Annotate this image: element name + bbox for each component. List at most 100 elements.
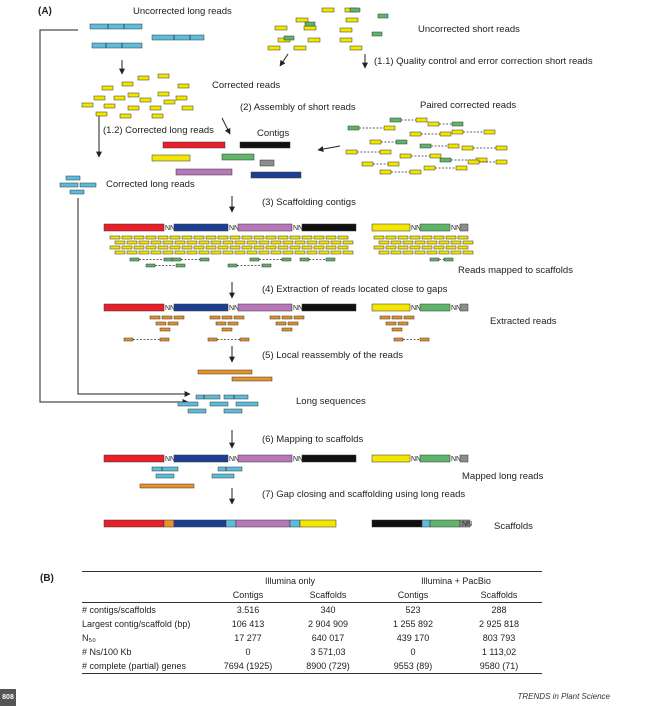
mapped-read bbox=[337, 235, 349, 240]
extracted-read bbox=[287, 321, 299, 326]
mapped-read bbox=[306, 250, 318, 255]
short-read bbox=[339, 27, 353, 33]
mapped-read bbox=[210, 240, 222, 245]
label-scaffolds: Scaffolds bbox=[494, 521, 533, 532]
short-read bbox=[349, 7, 361, 13]
extracted-read bbox=[149, 315, 161, 320]
corrected-reads-group bbox=[81, 73, 194, 119]
long-sequence bbox=[209, 401, 229, 407]
gap-nn-label: NN bbox=[293, 305, 303, 312]
long-read bbox=[151, 34, 205, 41]
corrected-read bbox=[119, 113, 132, 119]
short-read bbox=[339, 37, 353, 43]
paired-read bbox=[383, 125, 396, 131]
scaffold-segment bbox=[371, 303, 411, 312]
mapped-read bbox=[162, 240, 174, 245]
short-read bbox=[304, 21, 316, 27]
extracted-read bbox=[281, 315, 293, 320]
mapped-read bbox=[450, 250, 462, 255]
gap-nn-label: NN bbox=[229, 225, 239, 232]
mapped-read bbox=[289, 245, 301, 250]
mapped-read bbox=[114, 250, 126, 255]
col-header-contigs-2: Contigs bbox=[370, 588, 456, 603]
scaffold-segment bbox=[371, 454, 411, 463]
scaffold-segment bbox=[459, 519, 471, 528]
mapped-read bbox=[246, 250, 258, 255]
gap-nn-label: NN bbox=[411, 305, 421, 312]
mapped-read bbox=[186, 250, 198, 255]
gap-nn-label: NN bbox=[451, 225, 461, 232]
mapped-read bbox=[445, 235, 457, 240]
mapped-read bbox=[282, 250, 294, 255]
extracted-read bbox=[379, 315, 391, 320]
short-read bbox=[295, 17, 309, 23]
group-header-illumina-pacbio: Illumina + PacBio bbox=[370, 571, 542, 588]
step-1-1-label: (1.1) Quality control and error correcti… bbox=[374, 56, 593, 67]
mapped-read bbox=[313, 235, 325, 240]
mapped-read bbox=[253, 245, 265, 250]
mapped-read bbox=[301, 245, 313, 250]
scaffold-segment bbox=[459, 454, 469, 463]
extracted-read bbox=[123, 337, 134, 342]
mapped-read bbox=[205, 235, 217, 240]
mapped-read bbox=[126, 240, 138, 245]
panel-a-label: (A) bbox=[38, 6, 52, 17]
mapped-read bbox=[337, 245, 349, 250]
scaffold-segment bbox=[301, 303, 357, 312]
row-metric: N₅₀ bbox=[82, 633, 96, 643]
paired-read bbox=[439, 157, 452, 163]
mapped-read bbox=[421, 235, 433, 240]
gap-nn-label: NN bbox=[229, 305, 239, 312]
scaffold-segment bbox=[371, 519, 423, 528]
corrected-read bbox=[157, 91, 170, 97]
mapped-read bbox=[205, 245, 217, 250]
extracted-read bbox=[167, 321, 179, 326]
mapped-long-read bbox=[139, 483, 195, 489]
extracted-read bbox=[159, 327, 171, 332]
contigs-group bbox=[151, 141, 302, 179]
extracted-read bbox=[207, 337, 218, 342]
label-reads-mapped-to-scaffolds: Reads mapped to scaffolds bbox=[458, 265, 573, 276]
cell-value: 803 793 bbox=[482, 633, 516, 643]
scaffold-segment bbox=[173, 519, 227, 528]
mapped-read bbox=[390, 250, 402, 255]
corrected-long-read bbox=[69, 189, 85, 195]
mapped-read bbox=[222, 250, 234, 255]
mapped-read bbox=[402, 250, 414, 255]
contig bbox=[151, 154, 191, 162]
extracted-read bbox=[221, 327, 233, 332]
extracted-read bbox=[397, 321, 409, 326]
cell-value: 3 571,03 bbox=[310, 647, 346, 657]
cell-value: 288 bbox=[491, 605, 507, 615]
contig bbox=[259, 159, 275, 167]
corrected-long-read bbox=[65, 175, 81, 181]
cell-value: 340 bbox=[320, 605, 336, 615]
cell-value: 1 113,02 bbox=[481, 647, 517, 657]
arrow-paired-to-contigs bbox=[317, 145, 341, 152]
cell-value: 2 904 909 bbox=[307, 619, 349, 629]
mapped-read bbox=[145, 235, 157, 240]
mapped-read bbox=[462, 250, 474, 255]
scaffold-segment bbox=[235, 519, 291, 528]
mapped-read bbox=[301, 235, 313, 240]
uncorrected-long-reads-group bbox=[89, 23, 205, 49]
paired-read bbox=[387, 161, 400, 167]
gap-nn-label: NN bbox=[451, 305, 461, 312]
mapped-read bbox=[163, 257, 174, 262]
mapped-read bbox=[378, 240, 390, 245]
scaffold-segment bbox=[103, 454, 165, 463]
short-read bbox=[307, 37, 321, 43]
cell-value: 106 413 bbox=[231, 619, 265, 629]
cell-value: 3.516 bbox=[236, 605, 260, 615]
extracted-read bbox=[155, 321, 167, 326]
row-metric: # Ns/100 Kb bbox=[82, 647, 132, 657]
short-read bbox=[274, 25, 288, 31]
contig bbox=[162, 141, 226, 149]
corrected-read bbox=[177, 83, 190, 89]
table-row: N₅₀ 17 277 640 017 439 170 803 793 bbox=[82, 631, 542, 645]
label-uncorrected-short-reads: Uncorrected short reads bbox=[418, 24, 520, 35]
contig bbox=[239, 141, 291, 149]
step-4-label: (4) Extraction of reads located close to… bbox=[262, 284, 448, 295]
cell-value: 8900 (729) bbox=[286, 659, 370, 674]
cell-value: 17 277 bbox=[234, 633, 262, 643]
